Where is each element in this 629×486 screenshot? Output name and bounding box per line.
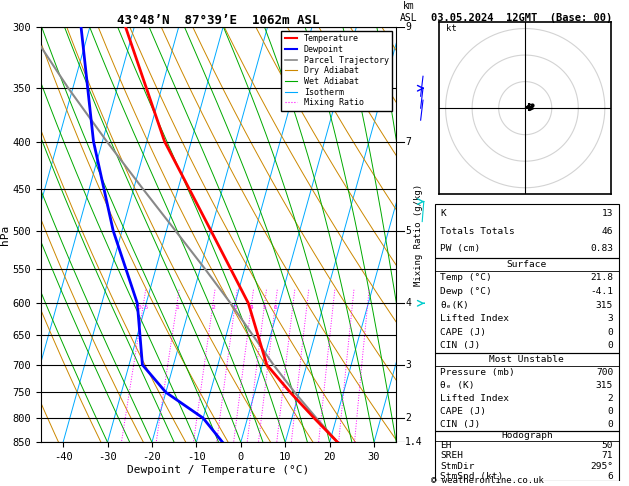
Text: 4: 4: [250, 305, 253, 310]
Text: Surface: Surface: [507, 260, 547, 269]
Bar: [435, 258, 619, 353]
Text: Mixing Ratio (g/kg): Mixing Ratio (g/kg): [415, 183, 423, 286]
Text: Hodograph: Hodograph: [501, 432, 553, 440]
Text: Most Unstable: Most Unstable: [489, 355, 564, 364]
Text: 03.05.2024  12GMT  (Base: 00): 03.05.2024 12GMT (Base: 00): [431, 13, 612, 23]
Text: CIN (J): CIN (J): [440, 420, 481, 429]
Text: SREH: SREH: [440, 451, 464, 461]
Text: 0: 0: [608, 328, 613, 337]
Text: 0.83: 0.83: [590, 244, 613, 253]
Text: 3: 3: [608, 314, 613, 323]
Text: 2: 2: [211, 305, 215, 310]
Text: 7: 7: [405, 137, 411, 146]
Text: 295°: 295°: [590, 462, 613, 470]
Text: 6: 6: [608, 471, 613, 481]
Text: 1.4: 1.4: [405, 437, 423, 447]
Text: 71: 71: [601, 451, 613, 461]
Text: StmSpd (kt): StmSpd (kt): [440, 471, 504, 481]
Text: 0: 0: [608, 407, 613, 416]
Text: 6: 6: [274, 305, 277, 310]
Text: 3: 3: [233, 305, 237, 310]
Bar: [435, 353, 619, 431]
Text: CAPE (J): CAPE (J): [440, 407, 486, 416]
Text: Lifted Index: Lifted Index: [440, 314, 509, 323]
Text: Temp (°C): Temp (°C): [440, 274, 493, 282]
Text: Totals Totals: Totals Totals: [440, 226, 515, 236]
Text: -4.1: -4.1: [590, 287, 613, 296]
Text: © weatheronline.co.uk: © weatheronline.co.uk: [431, 475, 543, 485]
Text: 315: 315: [596, 381, 613, 390]
Text: 3: 3: [405, 360, 411, 370]
Title: 43°48’N  87°39’E  1062m ASL: 43°48’N 87°39’E 1062m ASL: [118, 14, 320, 27]
Text: 46: 46: [601, 226, 613, 236]
Text: 4: 4: [405, 298, 411, 308]
Text: 5: 5: [263, 305, 267, 310]
Text: K: K: [440, 209, 446, 218]
Text: θₑ(K): θₑ(K): [440, 300, 469, 310]
Bar: [435, 431, 619, 481]
Text: 13: 13: [601, 209, 613, 218]
Text: CIN (J): CIN (J): [440, 341, 481, 350]
Text: 1: 1: [175, 305, 179, 310]
Text: km
ASL: km ASL: [400, 1, 418, 22]
Text: 315: 315: [596, 300, 613, 310]
Text: θₑ (K): θₑ (K): [440, 381, 475, 390]
Text: 0: 0: [608, 341, 613, 350]
Text: 0.5: 0.5: [138, 305, 149, 310]
Text: StmDir: StmDir: [440, 462, 475, 470]
Text: 2: 2: [608, 394, 613, 403]
Text: 700: 700: [596, 367, 613, 377]
Text: Pressure (mb): Pressure (mb): [440, 367, 515, 377]
Legend: Temperature, Dewpoint, Parcel Trajectory, Dry Adiabat, Wet Adiabat, Isotherm, Mi: Temperature, Dewpoint, Parcel Trajectory…: [281, 31, 392, 110]
Text: CAPE (J): CAPE (J): [440, 328, 486, 337]
Text: 5: 5: [405, 226, 411, 236]
Text: PW (cm): PW (cm): [440, 244, 481, 253]
Text: Dewp (°C): Dewp (°C): [440, 287, 493, 296]
Text: Lifted Index: Lifted Index: [440, 394, 509, 403]
Text: 50: 50: [601, 441, 613, 451]
Bar: [435, 205, 619, 258]
X-axis label: Dewpoint / Temperature (°C): Dewpoint / Temperature (°C): [128, 465, 309, 475]
Text: kt: kt: [445, 24, 456, 33]
Text: 9: 9: [405, 22, 411, 32]
Text: EH: EH: [440, 441, 452, 451]
Y-axis label: hPa: hPa: [0, 225, 9, 244]
Text: 0: 0: [608, 420, 613, 429]
Text: 21.8: 21.8: [590, 274, 613, 282]
Text: 2: 2: [405, 413, 411, 423]
